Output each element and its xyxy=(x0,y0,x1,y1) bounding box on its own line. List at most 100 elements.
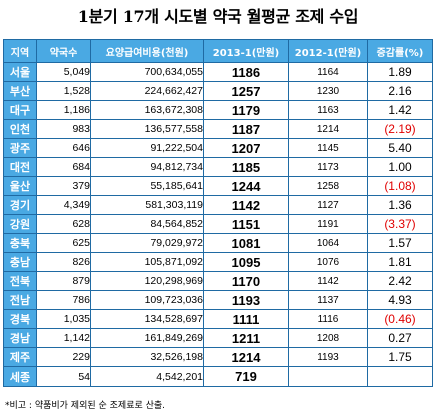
income-2012-cell: 1137 xyxy=(288,290,368,310)
change-rate-cell xyxy=(367,366,433,387)
region-cell: 경북 xyxy=(3,309,37,329)
income-2013-cell: 1186 xyxy=(203,62,289,82)
cost-cell: 136,577,558 xyxy=(90,119,204,139)
table-row: 충북 625 79,029,972 1081 1064 1.57 xyxy=(3,233,433,253)
region-cell: 울산 xyxy=(3,176,37,196)
income-2012-cell: 1230 xyxy=(288,81,368,101)
pharmacy-count-cell: 625 xyxy=(36,233,91,253)
change-rate-cell: 1.00 xyxy=(367,157,433,177)
cost-cell: 109,723,036 xyxy=(90,290,204,310)
income-2013-cell: 1142 xyxy=(203,195,289,215)
income-2012-cell: 1116 xyxy=(288,309,368,329)
header-rate: 증감률(%) xyxy=(367,39,433,63)
pharmacy-count-cell: 54 xyxy=(36,366,91,387)
table-row: 대구 1,186 163,672,308 1179 1163 1.42 xyxy=(3,100,433,120)
income-2013-cell: 1170 xyxy=(203,271,289,291)
income-2012-cell: 1127 xyxy=(288,195,368,215)
pharmacy-count-cell: 1,186 xyxy=(36,100,91,120)
table-row: 충남 826 105,871,092 1095 1076 1.81 xyxy=(3,252,433,272)
pharmacy-count-cell: 4,349 xyxy=(36,195,91,215)
change-rate-cell: 2.42 xyxy=(367,271,433,291)
income-2013-cell: 1244 xyxy=(203,176,289,196)
region-cell: 전남 xyxy=(3,290,37,310)
income-2013-cell: 1095 xyxy=(203,252,289,272)
table-row: 제주 229 32,526,198 1214 1193 1.75 xyxy=(3,347,433,367)
cost-cell: 700,634,055 xyxy=(90,62,204,82)
region-cell: 인천 xyxy=(3,119,37,139)
income-2012-cell: 1214 xyxy=(288,119,368,139)
pharmacy-income-table: 지역 약국수 요양급여비용(천원) 2013-1(만원) 2012-1(만원) … xyxy=(3,39,433,387)
table-row: 대전 684 94,812,734 1185 1173 1.00 xyxy=(3,157,433,177)
income-2013-cell: 719 xyxy=(203,366,289,387)
income-2012-cell: 1076 xyxy=(288,252,368,272)
header-pharmacies: 약국수 xyxy=(36,39,91,63)
pharmacy-count-cell: 5,049 xyxy=(36,62,91,82)
income-2012-cell: 1164 xyxy=(288,62,368,82)
change-rate-cell: 1.42 xyxy=(367,100,433,120)
cost-cell: 32,526,198 xyxy=(90,347,204,367)
region-cell: 대구 xyxy=(3,100,37,120)
income-2013-cell: 1081 xyxy=(203,233,289,253)
region-cell: 부산 xyxy=(3,81,37,101)
income-2012-cell: 1145 xyxy=(288,138,368,158)
cost-cell: 84,564,852 xyxy=(90,214,204,234)
change-rate-cell: 5.40 xyxy=(367,138,433,158)
table-row: 전북 879 120,298,969 1170 1142 2.42 xyxy=(3,271,433,291)
change-rate-cell: 2.16 xyxy=(367,81,433,101)
income-2012-cell: 1191 xyxy=(288,214,368,234)
table-row: 경남 1,142 161,849,269 1211 1208 0.27 xyxy=(3,328,433,348)
income-2013-cell: 1214 xyxy=(203,347,289,367)
table-row: 세종 54 4,542,201 719 xyxy=(3,366,433,387)
income-2012-cell xyxy=(288,366,368,387)
cost-cell: 4,542,201 xyxy=(90,366,204,387)
region-cell: 경기 xyxy=(3,195,37,215)
header-2013: 2013-1(만원) xyxy=(203,39,289,63)
change-rate-cell: 4.93 xyxy=(367,290,433,310)
pharmacy-count-cell: 983 xyxy=(36,119,91,139)
cost-cell: 94,812,734 xyxy=(90,157,204,177)
region-cell: 대전 xyxy=(3,157,37,177)
change-rate-cell: (1.08) xyxy=(367,176,433,196)
income-2013-cell: 1111 xyxy=(203,309,289,329)
region-cell: 경남 xyxy=(3,328,37,348)
table-row: 전남 786 109,723,036 1193 1137 4.93 xyxy=(3,290,433,310)
income-2013-cell: 1185 xyxy=(203,157,289,177)
change-rate-cell: (3.37) xyxy=(367,214,433,234)
change-rate-cell: (2.19) xyxy=(367,119,433,139)
header-2012: 2012-1(만원) xyxy=(288,39,368,63)
footnote: *비고 : 약품비가 제외된 순 조제료로 산출. xyxy=(5,401,166,411)
income-2013-cell: 1179 xyxy=(203,100,289,120)
income-2013-cell: 1187 xyxy=(203,119,289,139)
income-2013-cell: 1211 xyxy=(203,328,289,348)
income-2013-cell: 1257 xyxy=(203,81,289,101)
pharmacy-count-cell: 786 xyxy=(36,290,91,310)
income-2013-cell: 1151 xyxy=(203,214,289,234)
pharmacy-count-cell: 826 xyxy=(36,252,91,272)
change-rate-cell: 1.57 xyxy=(367,233,433,253)
income-2012-cell: 1142 xyxy=(288,271,368,291)
table-row: 강원 628 84,564,852 1151 1191 (3.37) xyxy=(3,214,433,234)
pharmacy-count-cell: 1,142 xyxy=(36,328,91,348)
region-cell: 제주 xyxy=(3,347,37,367)
cost-cell: 105,871,092 xyxy=(90,252,204,272)
change-rate-cell: 1.81 xyxy=(367,252,433,272)
table-row: 광주 646 91,222,504 1207 1145 5.40 xyxy=(3,138,433,158)
cost-cell: 120,298,969 xyxy=(90,271,204,291)
change-rate-cell: (0.46) xyxy=(367,309,433,329)
region-cell: 광주 xyxy=(3,138,37,158)
table-row: 울산 379 55,185,641 1244 1258 (1.08) xyxy=(3,176,433,196)
income-2013-cell: 1207 xyxy=(203,138,289,158)
table-row: 경기 4,349 581,303,119 1142 1127 1.36 xyxy=(3,195,433,215)
pharmacy-count-cell: 379 xyxy=(36,176,91,196)
pharmacy-count-cell: 628 xyxy=(36,214,91,234)
cost-cell: 224,662,427 xyxy=(90,81,204,101)
pharmacy-count-cell: 1,035 xyxy=(36,309,91,329)
cost-cell: 79,029,972 xyxy=(90,233,204,253)
change-rate-cell: 1.75 xyxy=(367,347,433,367)
cost-cell: 55,185,641 xyxy=(90,176,204,196)
income-2012-cell: 1173 xyxy=(288,157,368,177)
region-cell: 전북 xyxy=(3,271,37,291)
header-cost: 요양급여비용(천원) xyxy=(90,39,204,63)
income-2013-cell: 1193 xyxy=(203,290,289,310)
table-row: 인천 983 136,577,558 1187 1214 (2.19) xyxy=(3,119,433,139)
